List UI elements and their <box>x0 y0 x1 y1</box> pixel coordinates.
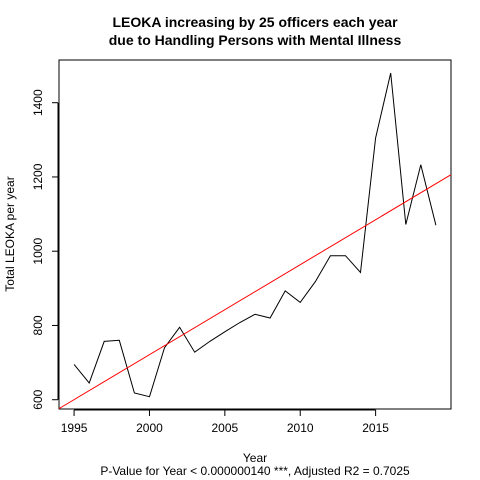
x-tick-label: 1995 <box>61 421 88 435</box>
subtitle: P-Value for Year < 0.000000140 ***, Adju… <box>100 464 410 478</box>
x-tick-label: 2015 <box>362 421 389 435</box>
x-tick-label: 2000 <box>136 421 163 435</box>
chart-title-line-1: LEOKA increasing by 25 officers each yea… <box>112 14 398 30</box>
y-tick-label: 1000 <box>31 238 45 265</box>
series-line-0 <box>73 72 437 398</box>
y-tick-label: 800 <box>31 315 45 335</box>
x-tick-label: 2010 <box>287 421 314 435</box>
y-tick-label: 1200 <box>31 163 45 190</box>
y-tick-label: 600 <box>31 389 45 409</box>
x-tick-label: 2005 <box>211 421 238 435</box>
plot-layer: 1995 2000 2005 2010 2015 600 800 1000 1200 1400 <box>31 72 452 435</box>
chart-title-line-2: due to Handling Persons with Mental Illn… <box>109 32 402 48</box>
regression-line <box>58 174 452 410</box>
y-axis-label: Total LEOKA per year <box>3 176 17 291</box>
plot-frame <box>58 59 452 410</box>
y-tick-label: 1400 <box>31 89 45 116</box>
x-axis-label: Year <box>243 451 267 465</box>
